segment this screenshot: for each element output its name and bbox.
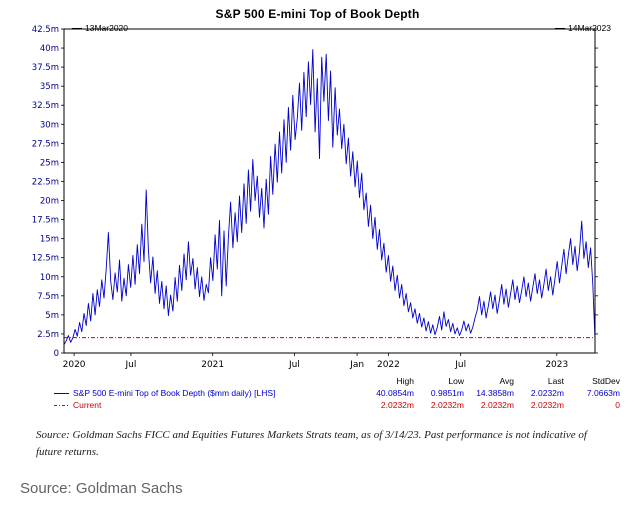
y-tick-label: 20m: [40, 197, 59, 207]
y-tick-label: 10m: [40, 273, 59, 283]
stats-header-last: Last: [547, 376, 564, 386]
legend-item-depth: S&P 500 E-mini Top of Book Depth ($mm da…: [54, 388, 356, 399]
y-tick-label: 0: [54, 349, 59, 359]
end-date-annotation: 14Mar2023: [554, 23, 611, 33]
chart-title: S&P 500 E-mini Top of Book Depth: [215, 7, 420, 21]
plot-frame: [63, 28, 596, 354]
stat-depth-stddev: 7.0663m: [586, 388, 620, 399]
y-tick-label: 30m: [40, 120, 59, 130]
stat-depth-high: 40.0854m: [376, 388, 414, 399]
stat-current-last: 2.0232m: [530, 400, 564, 411]
x-tick-label: 2020: [63, 360, 86, 370]
page-source-caption: Source: Goldman Sachs: [20, 480, 183, 498]
date-marker-icon: [554, 27, 565, 29]
stat-current-avg: 2.0232m: [480, 400, 514, 411]
x-tick-label: 2022: [377, 360, 400, 370]
x-tick-label: 2023: [545, 360, 568, 370]
stats-header-stddev: StdDev: [592, 376, 620, 386]
chart-panel: S&P 500 E-mini Top of Book Depth 13Mar20…: [8, 0, 627, 411]
y-tick-label: 27.5m: [32, 139, 59, 149]
x-tick-label: Jul: [124, 360, 136, 370]
dashdot-line-icon: [54, 404, 69, 407]
y-tick-label: 40m: [40, 44, 59, 54]
depth-line-chart: 0 2.5m 5m 7.5m 10m 12.5m 15m 17.5m 20m 22.5m 25m 27…: [32, 25, 598, 370]
legend-and-stats: High Low Avg Last StdDev S&P 500 E-mini …: [54, 376, 620, 411]
stat-depth-avg: 14.3858m: [476, 388, 514, 399]
y-tick-label: 42.5m: [32, 25, 59, 35]
stat-depth-low: 0.9851m: [430, 388, 464, 399]
stats-header-high: High: [396, 376, 414, 386]
stat-current-stddev: 0: [615, 400, 620, 411]
start-date-annotation: 13Mar2020: [72, 23, 128, 33]
stats-header-avg: Avg: [499, 376, 515, 386]
y-tick-label: 37.5m: [32, 63, 59, 73]
x-tick-label: Jan: [349, 360, 364, 370]
date-marker-icon: [72, 27, 82, 29]
legend-depth-label: S&P 500 E-mini Top of Book Depth ($mm da…: [73, 388, 276, 399]
x-tick-label: Jul: [288, 360, 300, 370]
y-tick-label: 7.5m: [37, 292, 59, 302]
stat-current-high: 2.0232m: [380, 400, 414, 411]
y-tick-label: 32.5m: [32, 101, 59, 111]
stat-depth-last: 2.0232m: [530, 388, 564, 399]
stats-header-low: Low: [448, 376, 464, 386]
end-date-label: 14Mar2023: [567, 23, 611, 33]
stat-current-low: 2.0232m: [430, 400, 464, 411]
start-date-label: 13Mar2020: [85, 23, 129, 33]
y-tick-label: 22.5m: [32, 177, 59, 187]
legend-item-current: Current: [54, 400, 356, 411]
legend-current-label: Current: [73, 400, 102, 411]
x-tick-label: 2021: [201, 360, 224, 370]
y-tick-label: 2.5m: [37, 330, 59, 340]
depth-series-line: [63, 49, 596, 345]
chart-footnote: Source: Goldman Sachs FICC and Equities …: [36, 429, 587, 458]
y-tick-label: 15m: [40, 235, 59, 245]
y-tick-label: 35m: [40, 82, 59, 92]
y-tick-label: 25m: [40, 158, 59, 168]
y-tick-label: 5m: [45, 311, 59, 321]
y-tick-label: 12.5m: [32, 254, 59, 264]
y-tick-label: 17.5m: [32, 216, 59, 226]
solid-line-icon: [54, 393, 69, 395]
x-tick-label: Jul: [454, 360, 466, 370]
legend-spacer: [54, 376, 356, 387]
